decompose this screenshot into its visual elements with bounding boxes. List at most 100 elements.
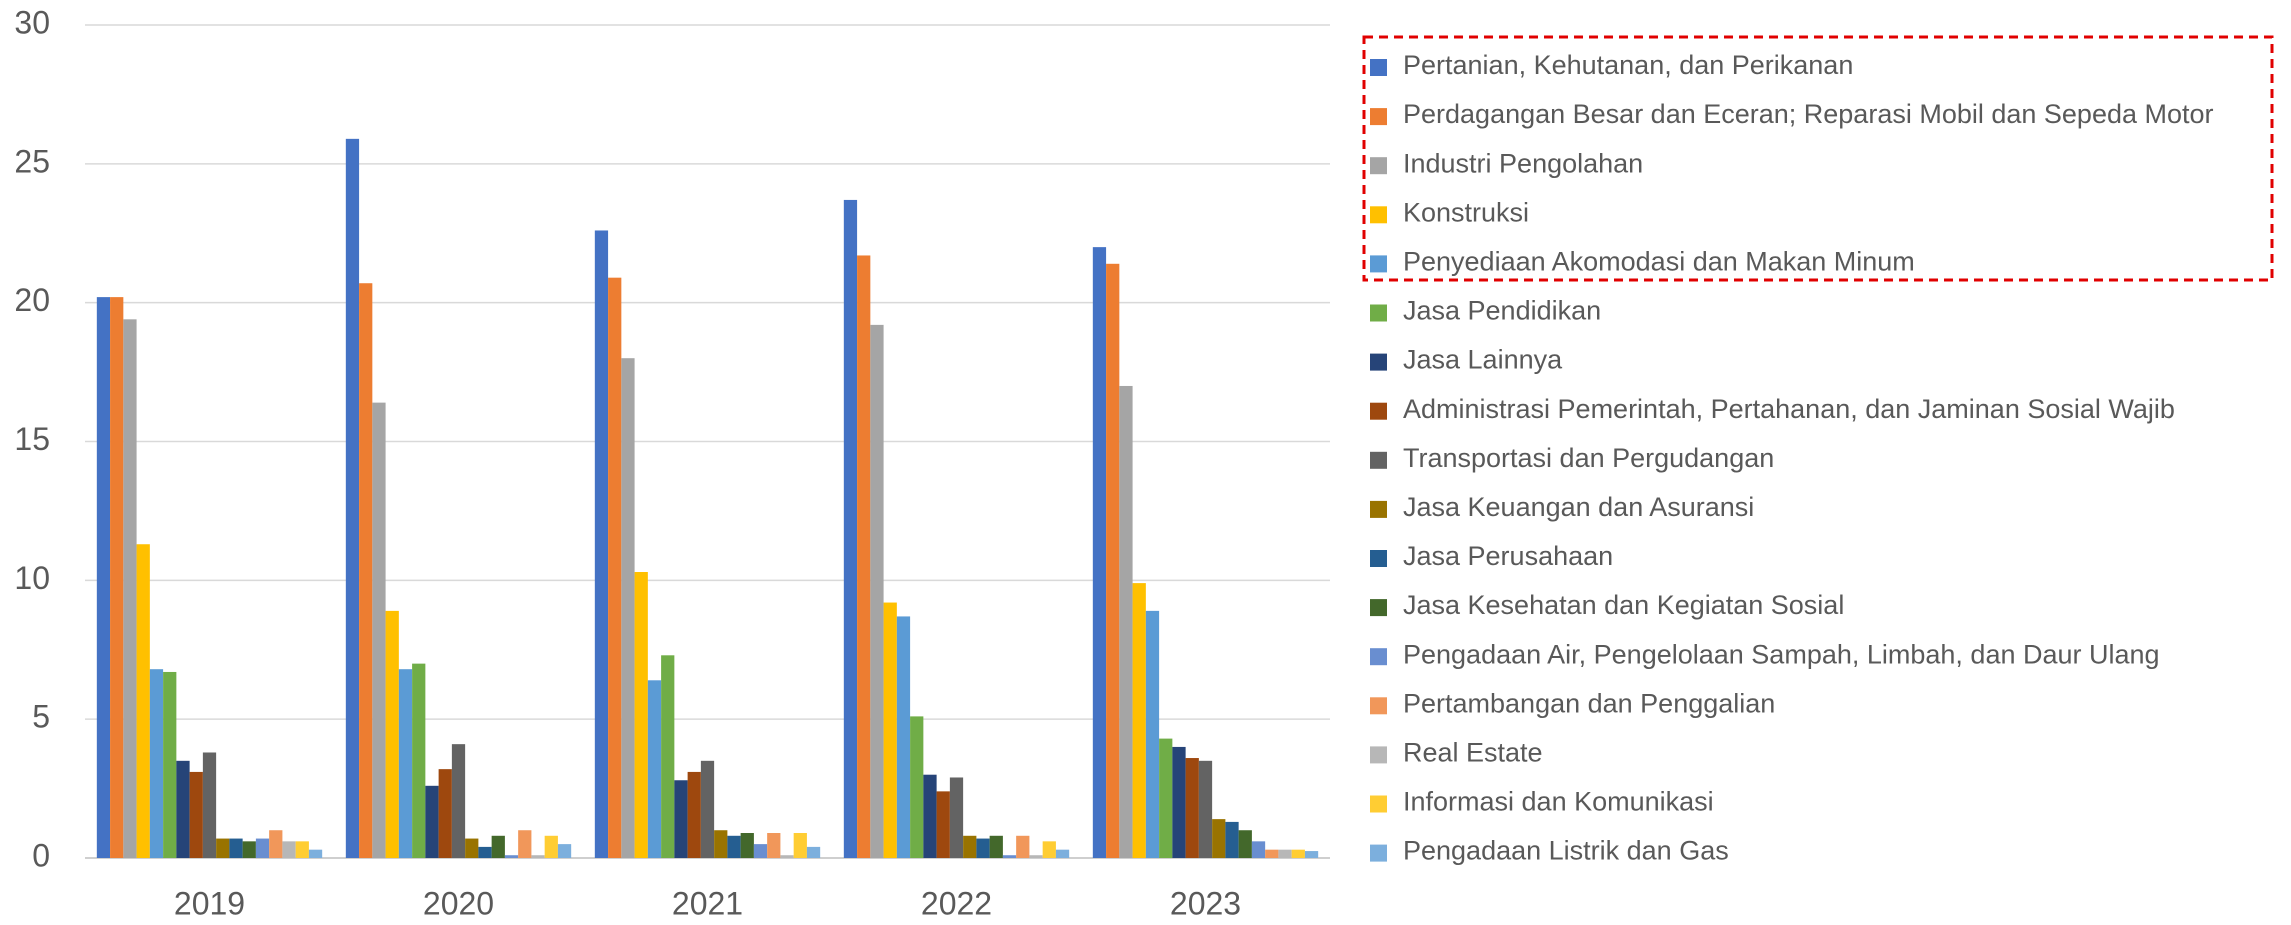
- bar: [870, 324, 884, 858]
- x-tick-label: 2023: [1170, 885, 1241, 920]
- x-tick-label: 2020: [423, 885, 494, 920]
- legend-label: Administrasi Pemerintah, Pertahanan, dan…: [1403, 394, 2175, 424]
- bar: [1278, 849, 1292, 858]
- bar: [412, 663, 426, 858]
- bar: [1265, 849, 1279, 858]
- bar: [1238, 830, 1252, 858]
- bar: [883, 602, 897, 858]
- bar: [1106, 263, 1120, 858]
- bar: [674, 780, 688, 858]
- bar: [149, 669, 164, 858]
- legend-label: Industri Pengolahan: [1403, 148, 1643, 178]
- bar: [1225, 821, 1239, 858]
- bar: [806, 846, 821, 858]
- y-tick-label: 30: [14, 4, 50, 40]
- bar: [425, 785, 439, 858]
- bar: [465, 838, 479, 858]
- y-tick-label: 25: [14, 143, 50, 179]
- bar: [438, 769, 452, 858]
- bar: [843, 199, 858, 858]
- bar: [531, 855, 545, 858]
- bar: [269, 830, 283, 858]
- bar: [857, 255, 871, 859]
- legend-label: Jasa Lainnya: [1403, 345, 1563, 375]
- legend-swatch: [1370, 353, 1387, 371]
- legend-label: Informasi dan Komunikasi: [1403, 787, 1714, 817]
- bar: [1132, 583, 1146, 858]
- x-tick-label: 2022: [921, 885, 992, 920]
- legend-swatch: [1370, 402, 1387, 420]
- legend-label: Real Estate: [1403, 738, 1543, 768]
- bar: [518, 830, 532, 858]
- bar: [1185, 758, 1199, 858]
- bar: [989, 835, 1003, 858]
- bar: [451, 744, 466, 858]
- x-tick-label: 2021: [672, 885, 743, 920]
- bar: [163, 671, 177, 858]
- y-tick-label: 0: [32, 837, 50, 873]
- bar: [700, 760, 715, 858]
- bar: [136, 544, 150, 858]
- bar: [687, 771, 701, 858]
- bar: [202, 752, 217, 858]
- bar: [359, 283, 373, 859]
- legend-label: Jasa Perusahaan: [1403, 541, 1613, 571]
- bar: [767, 833, 781, 858]
- bar: [308, 849, 323, 858]
- bar: [216, 838, 230, 858]
- legend-swatch: [1370, 206, 1387, 224]
- legend-label: Konstruksi: [1403, 197, 1529, 227]
- bar: [1002, 855, 1017, 858]
- bar: [594, 230, 609, 858]
- bar: [242, 841, 256, 858]
- bar: [189, 771, 203, 858]
- bar: [295, 841, 309, 858]
- legend-label: Pertanian, Kehutanan, dan Perikanan: [1403, 50, 1853, 80]
- y-tick-label: 15: [14, 421, 50, 457]
- bar: [793, 833, 807, 858]
- bar: [963, 835, 977, 858]
- legend-swatch: [1370, 746, 1387, 764]
- bar: [176, 760, 190, 858]
- legend-swatch: [1370, 599, 1387, 617]
- bar: [1042, 841, 1056, 858]
- legend-swatch: [1370, 157, 1387, 175]
- bar: [123, 319, 137, 858]
- legend-label: Transportasi dan Pergudangan: [1403, 443, 1774, 473]
- bar: [634, 572, 648, 858]
- bar: [647, 680, 662, 858]
- bar: [1119, 385, 1133, 858]
- legend-label: Jasa Pendidikan: [1403, 296, 1601, 326]
- legend-label: Pengadaan Air, Pengelolaan Sampah, Limba…: [1403, 639, 2160, 669]
- legend-swatch: [1370, 255, 1387, 273]
- bar: [1055, 849, 1070, 858]
- bar: [1145, 610, 1160, 858]
- legend-label: Penyediaan Akomodasi dan Makan Minum: [1403, 247, 1915, 277]
- bar: [229, 838, 243, 858]
- bar: [780, 855, 794, 858]
- bar: [491, 835, 505, 858]
- bar: [923, 774, 937, 858]
- bar: [1029, 855, 1043, 858]
- legend-swatch: [1370, 550, 1387, 567]
- y-tick-label: 5: [32, 699, 50, 735]
- bar: [949, 777, 964, 858]
- bar: [753, 844, 768, 858]
- bar: [96, 297, 111, 858]
- bar: [1016, 835, 1030, 858]
- bar: [478, 846, 492, 858]
- bar: [936, 791, 950, 858]
- bar: [282, 841, 296, 858]
- bar: [1291, 849, 1305, 858]
- bar: [1172, 746, 1186, 858]
- bar: [714, 830, 728, 858]
- bar: [621, 358, 635, 858]
- bar: [557, 844, 572, 858]
- legend-swatch: [1370, 451, 1387, 469]
- x-tick-label: 2019: [174, 885, 245, 920]
- y-tick-label: 10: [14, 560, 50, 596]
- bar: [727, 835, 741, 858]
- bar: [1304, 851, 1319, 858]
